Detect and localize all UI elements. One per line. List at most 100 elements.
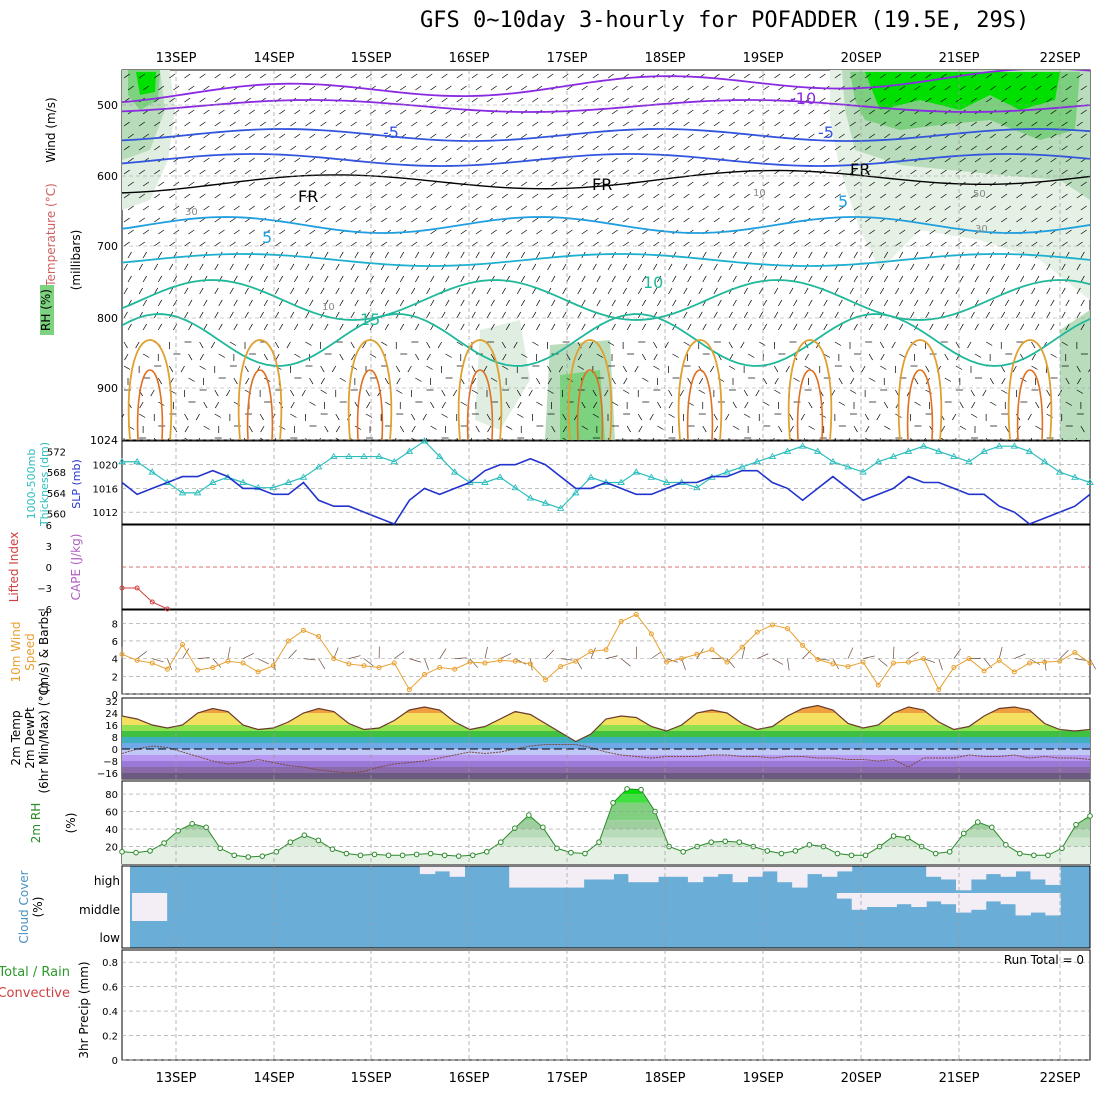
wind-barb <box>536 299 541 307</box>
wind-barb <box>566 353 571 361</box>
thickness-tick: 568 <box>47 468 66 479</box>
wind-barb <box>456 73 463 79</box>
wind-barb <box>309 133 316 139</box>
cloud-clear-cell <box>955 893 972 913</box>
wind10-barb <box>409 658 421 663</box>
wind-barb <box>622 365 627 373</box>
wind-barb <box>456 169 463 175</box>
date-label-bottom: 16SEP <box>449 1071 490 1086</box>
wind-barb <box>259 145 267 151</box>
wind-barb <box>324 323 329 331</box>
wind-barb <box>278 323 284 331</box>
wind-barb <box>135 341 140 349</box>
wind-barb <box>713 311 718 319</box>
wind-barb <box>611 401 619 406</box>
wind-barb <box>486 73 493 79</box>
wind10-marker <box>558 664 564 670</box>
wind-barb <box>290 73 297 79</box>
wind-barb <box>1001 389 1008 394</box>
wind-barb <box>562 413 567 421</box>
wind-barb <box>169 169 176 175</box>
wind-barb <box>441 401 446 409</box>
wind-barb <box>354 275 359 283</box>
wind10-barb <box>288 649 297 659</box>
wind-barb <box>248 109 255 115</box>
wind-barb <box>577 73 584 79</box>
wind-barb <box>672 157 679 163</box>
wind-barb <box>1050 181 1057 187</box>
upper-ylabel-rh-line: RH (%) <box>39 289 53 331</box>
wind-barb <box>158 205 165 211</box>
rh-marker <box>764 848 771 854</box>
wind-barb <box>380 193 388 199</box>
wind-barb <box>596 299 601 307</box>
wind-barb <box>1046 287 1051 295</box>
wind-barb <box>138 169 146 175</box>
wind-barb <box>849 217 856 223</box>
rh-marker <box>722 838 729 845</box>
wind-barb <box>1076 193 1083 199</box>
wind-barb <box>581 401 586 409</box>
wind-barb <box>1077 377 1082 385</box>
wind-barb <box>384 323 389 331</box>
wind-barb <box>581 181 588 187</box>
wind-barb <box>925 121 932 127</box>
temp-ylabel-line: (6hr Min/Max) (°C) <box>37 682 51 793</box>
wind-barb <box>759 341 766 346</box>
wind10-marker <box>527 661 533 667</box>
cloud-ylabel-line: Cloud Cover <box>17 870 31 943</box>
cloud-clear-cell <box>941 893 957 905</box>
wind-barb <box>521 229 528 235</box>
wind-barb <box>732 181 739 187</box>
wind-barb <box>1061 145 1068 151</box>
wind-barb <box>399 323 405 331</box>
isotherm-20 <box>237 339 283 440</box>
cloud-clear-cell <box>643 866 659 883</box>
wind-barb <box>649 413 654 421</box>
wind-barb <box>415 251 420 259</box>
wind-barb <box>974 85 981 91</box>
wind-barb <box>868 133 876 139</box>
wind-barb <box>547 169 554 175</box>
wind-barb <box>188 299 193 307</box>
wind10-marker <box>240 660 246 666</box>
wind-barb <box>611 205 618 211</box>
wind10-marker <box>724 659 730 665</box>
wind-barb <box>864 287 869 295</box>
wind-barb <box>641 323 647 331</box>
wind-barb <box>940 263 945 271</box>
wind-barb <box>229 241 236 247</box>
wind-barb <box>778 299 783 307</box>
isotherm-25 <box>356 369 384 440</box>
wind-barb <box>626 85 634 91</box>
wind-barb <box>622 287 627 295</box>
wind-barb <box>944 85 951 91</box>
wind-barb <box>657 181 664 187</box>
wind-barb <box>275 193 282 199</box>
wind-barb <box>853 157 860 163</box>
cloud-clear-cell <box>836 866 853 872</box>
wind-barb <box>1035 205 1042 211</box>
wind-barb <box>607 73 614 79</box>
thickness-marker <box>435 452 444 460</box>
wind-barb <box>279 229 286 235</box>
rh-marker <box>862 852 869 859</box>
wind-barb <box>138 287 143 295</box>
wind-barb <box>683 121 690 127</box>
wind10-marker <box>936 687 942 693</box>
wind-barb <box>1031 365 1038 370</box>
wind-barb <box>1016 145 1023 151</box>
wind10-marker <box>210 664 216 670</box>
wind-barb <box>1065 323 1070 331</box>
wind-barb <box>959 275 964 283</box>
wind-barb <box>959 401 964 409</box>
wind-barb <box>732 133 739 139</box>
lifted-index-tick: 6 <box>46 521 52 532</box>
thickness-marker <box>874 457 883 465</box>
wind10-line <box>121 613 1091 691</box>
wind10-barb <box>590 647 596 659</box>
wind-barb <box>895 263 900 271</box>
rh-marker <box>217 845 224 852</box>
wind-barb <box>868 251 873 259</box>
wind-barb <box>350 217 357 223</box>
